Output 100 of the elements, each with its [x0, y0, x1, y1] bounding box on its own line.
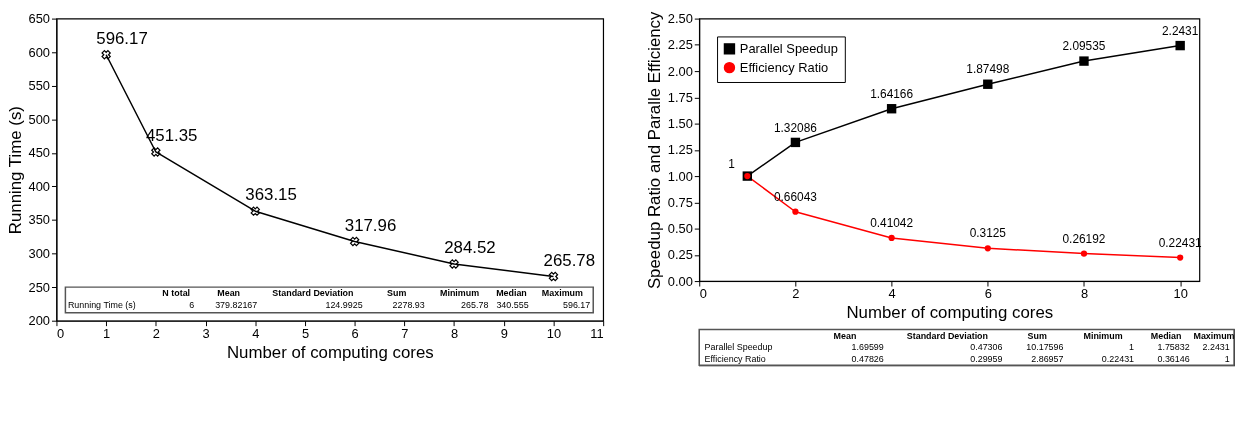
point	[792, 208, 799, 215]
point	[449, 259, 459, 269]
x-tick-label: 5	[301, 326, 310, 342]
x-tick-label: 8	[1080, 286, 1089, 302]
text: 0.29959	[970, 354, 1003, 365]
y-tick-label: 0.75	[667, 194, 693, 210]
y-tick-label: 350	[28, 212, 51, 228]
x-tick-label: 4	[888, 286, 896, 302]
text: 2.2431	[1202, 342, 1230, 353]
data-label: 2.09535	[1062, 39, 1106, 54]
text: 10.17596	[1026, 342, 1064, 353]
annotation: Median	[496, 288, 527, 299]
point	[101, 50, 111, 60]
annotation: 340.555	[496, 299, 529, 310]
point	[790, 137, 801, 148]
x-tick-label: 9	[500, 326, 508, 342]
annotation: Mean	[217, 288, 241, 299]
y-axis-title: Speedup Ratio and Paralle Efficiency	[644, 10, 664, 290]
data-label: 317.96	[344, 215, 397, 235]
y-tick-label: 0.25	[667, 247, 693, 263]
annotation: 596.17	[563, 299, 591, 310]
data-label: 0.66043	[773, 189, 818, 204]
text: Median	[1150, 330, 1182, 341]
x-axis-title: Number of computing cores	[846, 303, 1054, 323]
data-label: 1.32086	[773, 120, 818, 135]
annotation: 124.9925	[325, 299, 363, 310]
text: Parallel Speedup	[704, 342, 773, 353]
point	[1175, 40, 1185, 51]
data-label: 0.26192	[1062, 231, 1106, 246]
data-label: 265.78	[543, 250, 596, 270]
y-tick-label: 2.25	[667, 37, 693, 53]
y-tick-label: 450	[28, 145, 51, 161]
x-tick-label: 7	[401, 326, 409, 342]
x-tick-label: 2	[152, 326, 160, 342]
y-tick-label: 1.00	[667, 168, 693, 184]
text: 1	[1224, 354, 1230, 365]
data-label: 1.87498	[966, 62, 1010, 77]
y-tick-label: 2.50	[667, 11, 693, 27]
y-tick-label: 0.50	[667, 221, 693, 237]
text: Mean	[833, 330, 857, 341]
x-tick-label: 8	[450, 326, 459, 342]
text: Minimum	[1083, 330, 1123, 341]
point	[1177, 254, 1184, 261]
y-tick-label: 300	[28, 246, 51, 262]
point	[1079, 56, 1089, 66]
y-tick-label: 0.00	[667, 273, 693, 289]
text: Efficiency Ratio	[704, 354, 766, 365]
x-axis-title: Number of computing cores	[226, 342, 434, 362]
x-tick-label: 1	[103, 326, 111, 342]
text: 1.75832	[1157, 342, 1190, 353]
annotation: 379.82167	[215, 299, 258, 310]
text: 1	[1129, 342, 1135, 353]
annotation: Standard Deviation	[272, 288, 354, 299]
y-tick-label: 250	[28, 279, 51, 295]
annotation: Running Time (s)	[67, 299, 136, 310]
x-tick-label: 3	[202, 326, 210, 342]
annotation: Sum	[387, 288, 407, 299]
point	[1080, 250, 1088, 257]
text: 2.86957	[1031, 354, 1064, 365]
annotation: Maximum	[541, 288, 584, 299]
y-tick-label: 1.25	[667, 142, 693, 158]
text: 0.22431	[1101, 354, 1135, 365]
y-tick-label: 1.75	[667, 89, 693, 105]
data-label: 0.41042	[870, 216, 914, 231]
legend-label: Parallel Speedup	[739, 40, 838, 56]
point	[548, 271, 559, 282]
data-label: 1.64166	[870, 86, 914, 101]
y-tick-label: 600	[28, 44, 51, 60]
text: 1.69599	[851, 342, 884, 353]
point	[250, 206, 260, 216]
point	[886, 104, 897, 114]
point	[349, 236, 360, 247]
x-tick-label: 11	[590, 326, 604, 342]
x-tick-label: 0	[56, 326, 65, 342]
annotation: 6	[189, 299, 195, 310]
data-label: 1	[728, 157, 736, 172]
y-tick-label: 1.50	[667, 116, 693, 132]
x-tick-label: 4	[252, 326, 260, 342]
x-tick-label: 0	[699, 286, 707, 302]
point	[888, 234, 895, 242]
data-label: 596.17	[96, 28, 148, 48]
point	[151, 147, 161, 157]
annotation: N total	[162, 288, 191, 299]
data-label: 0.3125	[969, 226, 1007, 241]
x-tick-label: 6	[351, 326, 359, 342]
annotation: 2278.93	[392, 299, 425, 310]
annotation: Minimum	[439, 288, 480, 299]
legend-label: Efficiency Ratio	[739, 59, 829, 75]
y-tick-label: 2.00	[667, 63, 693, 79]
text: Sum	[1027, 330, 1047, 341]
y-axis-title: Running Time (s)	[5, 106, 25, 235]
y-tick-label: 550	[28, 78, 51, 94]
x-tick-label: 2	[792, 286, 800, 302]
x-tick-label: 10	[546, 326, 562, 342]
text: Standard Deviation	[906, 330, 988, 341]
y-tick-label: 650	[28, 11, 51, 27]
annotation: 265.78	[461, 299, 489, 310]
y-tick-label: 500	[28, 111, 51, 127]
data-label: 2.2431	[1162, 23, 1199, 38]
text: Maximum	[1193, 330, 1235, 341]
